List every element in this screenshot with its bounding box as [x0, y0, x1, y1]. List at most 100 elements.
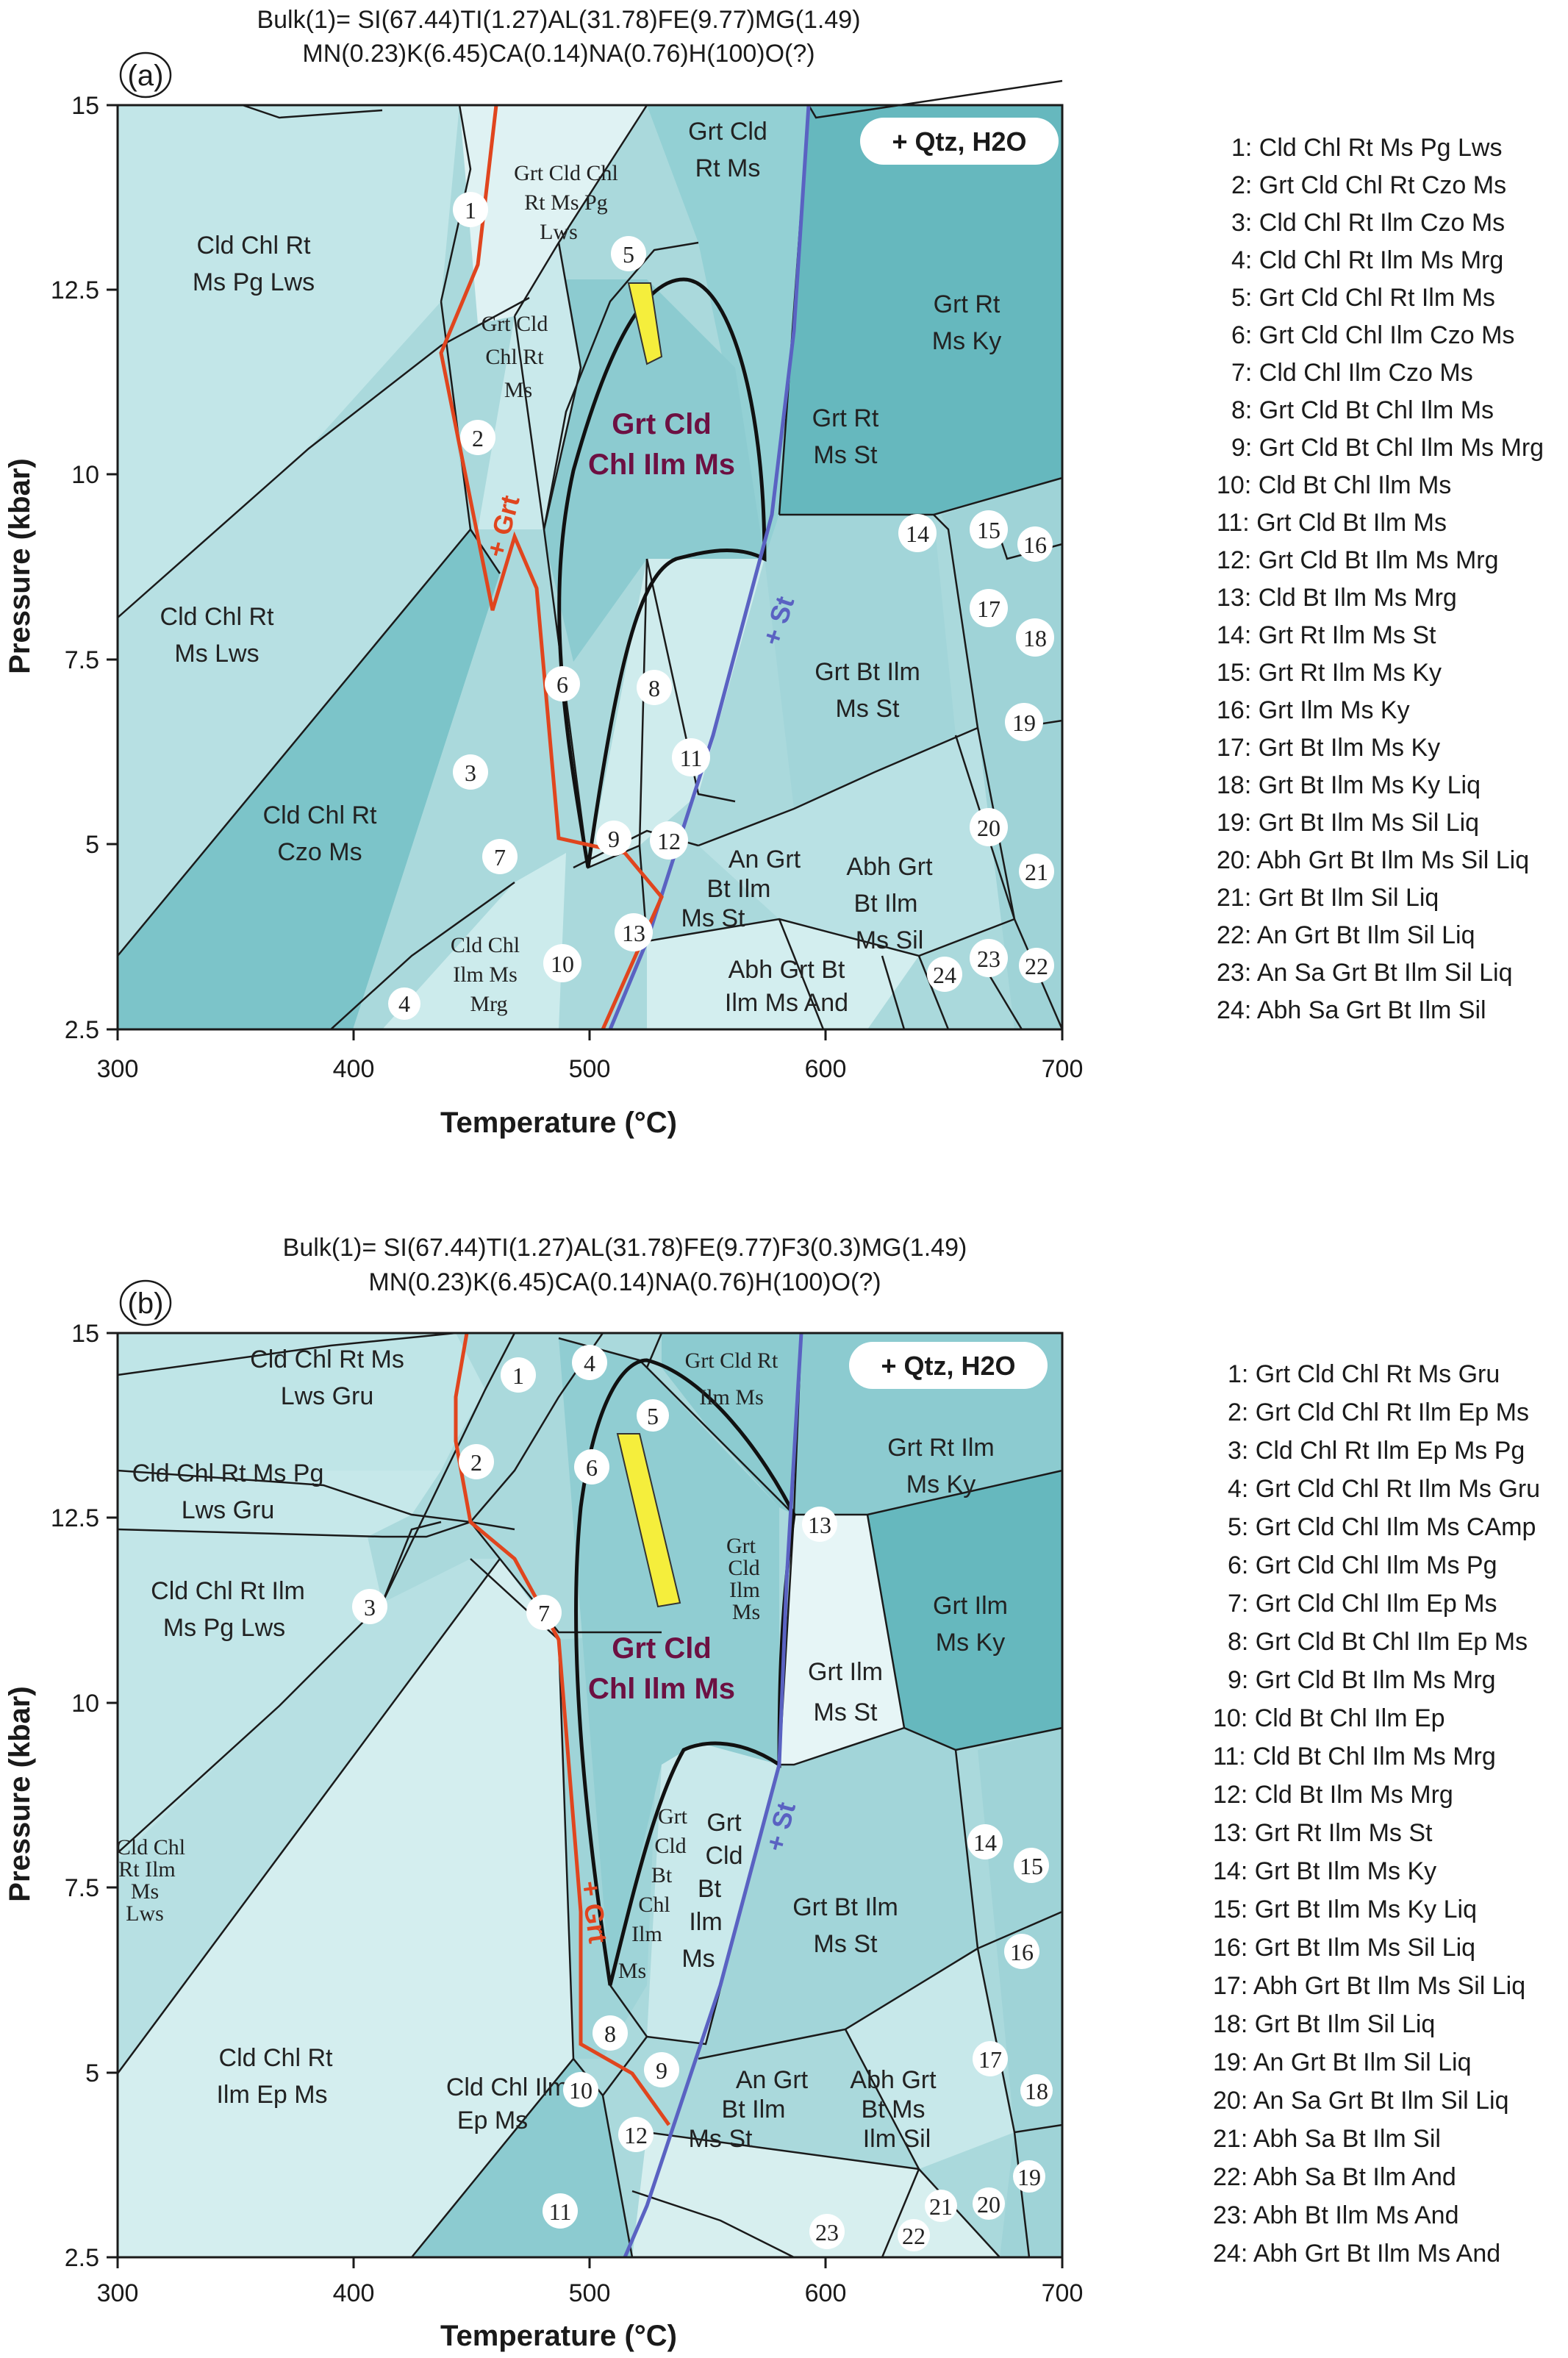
field-grt-cld-chl-rt-ms-pg-lws — [459, 105, 647, 324]
field-number-marker: 10 — [563, 2072, 598, 2107]
svg-text:9: 9 — [656, 2057, 667, 2084]
field-cld-chl-rt-czo-ms — [118, 529, 500, 1029]
svg-text:12: 12 — [657, 828, 681, 854]
field-number-marker: 5 — [611, 236, 646, 271]
legend-item: 9: Grt Cld Bt Chl Ilm Ms Mrg — [1231, 434, 1544, 462]
panel-letter: (b) — [128, 1287, 164, 1320]
x-axis — [116, 2257, 1064, 2268]
svg-text:19: 19 — [1012, 710, 1036, 736]
field-label: Grt Cld Rt — [685, 1348, 778, 1373]
phase-boundaries — [116, 1332, 1063, 2259]
svg-text:6: 6 — [586, 1454, 598, 1481]
field-label: Bt — [698, 1875, 722, 1903]
field-label: Abh Grt — [846, 853, 933, 881]
legend-item: 19: Grt Bt Ilm Ms Sil Liq — [1217, 809, 1479, 837]
field-number-marker: 2 — [460, 420, 495, 455]
main-field-label-line-2: Chl Ilm Ms — [588, 449, 735, 481]
field-label: Grt Rt — [812, 404, 879, 432]
field-label: Cld Chl Rt Ilm — [151, 1577, 305, 1605]
field-label: Cld — [654, 1834, 686, 1858]
field-label: Ms Ky — [936, 1629, 1005, 1657]
svg-text:11: 11 — [680, 745, 703, 771]
y-axis — [107, 1332, 118, 2259]
svg-text:16: 16 — [1010, 1939, 1034, 1965]
svg-text:3: 3 — [364, 1594, 376, 1621]
field-number-marker: 23 — [809, 2214, 845, 2249]
bulk-composition-line-1: Bulk(1)= SI(67.44)TI(1.27)AL(31.78)FE(9.… — [283, 1234, 967, 1262]
svg-text:12: 12 — [624, 2122, 648, 2148]
field-number-marker: 1 — [453, 192, 488, 227]
legend-item: 22: Abh Sa Bt Ilm And — [1213, 2163, 1456, 2191]
field-label: Grt Cld — [688, 118, 767, 146]
y-tick-7-5: 7.5 — [65, 646, 99, 674]
y-tick-2-5: 2.5 — [65, 1016, 99, 1044]
svg-text:18: 18 — [1023, 625, 1047, 651]
field-label: An Grt — [728, 846, 801, 873]
grt-in-line — [439, 104, 664, 1031]
field-label: Grt — [726, 1534, 756, 1558]
legend-item: 6: Grt Cld Chl Ilm Czo Ms — [1231, 321, 1514, 349]
svg-text:22: 22 — [1025, 953, 1048, 979]
svg-text:5: 5 — [623, 241, 634, 268]
field-label: Ms — [131, 1879, 159, 1904]
field-label: Ilm — [631, 1922, 662, 1946]
x-tick-500: 500 — [569, 1055, 611, 1083]
field-label: Rt Ms Pg — [524, 190, 607, 215]
field-label: Ms Ky — [906, 1471, 975, 1498]
legend-item: 24: Abh Sa Grt Bt Ilm Sil — [1217, 996, 1486, 1024]
svg-text:13: 13 — [808, 1512, 831, 1538]
field-grt-rt-ms-ky — [779, 105, 1062, 515]
field-label: Lws Gru — [281, 1382, 374, 1410]
x-axis-title: Temperature (°C) — [440, 2320, 677, 2352]
pt-estimate-box — [616, 1433, 681, 1608]
field-number-marker: 22 — [898, 2219, 930, 2251]
field-number-marker: 20 — [973, 2187, 1005, 2220]
field-label: Czo Ms — [277, 838, 362, 866]
svg-text:14: 14 — [973, 1829, 997, 1856]
field-label: Ms Lws — [174, 640, 259, 668]
field-label: Ilm Ms — [699, 1385, 764, 1410]
field-label: Bt Ilm — [707, 875, 771, 903]
legend-item: 13: Grt Rt Ilm Ms St — [1213, 1819, 1433, 1847]
field-number-marker: 17 — [970, 589, 1008, 627]
field-label: Bt — [651, 1863, 673, 1887]
panel-letter-circle — [119, 51, 172, 99]
svg-text:23: 23 — [815, 2219, 839, 2246]
legend-item: 12: Grt Cld Bt Ilm Ms Mrg — [1217, 546, 1499, 574]
svg-text:13: 13 — [622, 920, 645, 946]
legend-item: 14: Grt Rt Ilm Ms St — [1217, 621, 1436, 649]
legend-item: 23: An Sa Grt Bt Ilm Sil Liq — [1217, 959, 1513, 987]
bulk-composition-line-2: MN(0.23)K(6.45)CA(0.14)NA(0.76)H(100)O(?… — [302, 40, 815, 68]
field-labels: Cld Chl Rt Ms Lws Gru Cld Chl Rt Ms Pg L… — [116, 1346, 1008, 2153]
svg-text:15: 15 — [1020, 1853, 1043, 1879]
svg-text:8: 8 — [604, 2021, 616, 2047]
legend-item: 18: Grt Bt Ilm Sil Liq — [1213, 2010, 1435, 2038]
svg-text:9: 9 — [608, 826, 620, 852]
field-number-marker: 14 — [898, 514, 937, 552]
field-grt-cld-chl-rt-ms — [478, 243, 581, 529]
field-number-marker: 13 — [802, 1507, 837, 1542]
field-label: Ms St — [836, 695, 900, 723]
field-number-marker: 23 — [970, 939, 1008, 977]
field-number-marker: 1 — [501, 1357, 536, 1393]
field-label: Bt Ilm — [854, 890, 918, 918]
y-tick-5: 5 — [85, 831, 99, 859]
field-number-marker: 18 — [1016, 618, 1054, 657]
svg-text:14: 14 — [906, 521, 929, 547]
field-label: Ilm Ms — [453, 962, 518, 987]
legend-item: 22: An Grt Bt Ilm Sil Liq — [1217, 921, 1475, 949]
field-number-marker: 3 — [453, 754, 488, 790]
legend-item: 20: An Sa Grt Bt Ilm Sil Liq — [1213, 2087, 1509, 2115]
field-label: Cld Chl Rt Ms Pg — [132, 1460, 324, 1487]
field-number-marker: 9 — [596, 821, 631, 856]
legend-item: 4: Grt Cld Chl Rt Ilm Ms Gru — [1228, 1475, 1540, 1503]
field-label: Ms Sil — [856, 926, 924, 954]
field-number-marker: 15 — [1014, 1848, 1049, 1883]
field-cld-chl-rt-ms-pg-lws-gru — [118, 1471, 441, 1537]
field-number-marker: 19 — [1013, 2160, 1045, 2193]
svg-text:21: 21 — [1025, 859, 1048, 885]
field-number-marker: 14 — [967, 1824, 1003, 1859]
qtz-h2o-label: + Qtz, H2O — [892, 126, 1026, 157]
field-grt-cld-chl-ilm-ms — [559, 1338, 779, 1985]
